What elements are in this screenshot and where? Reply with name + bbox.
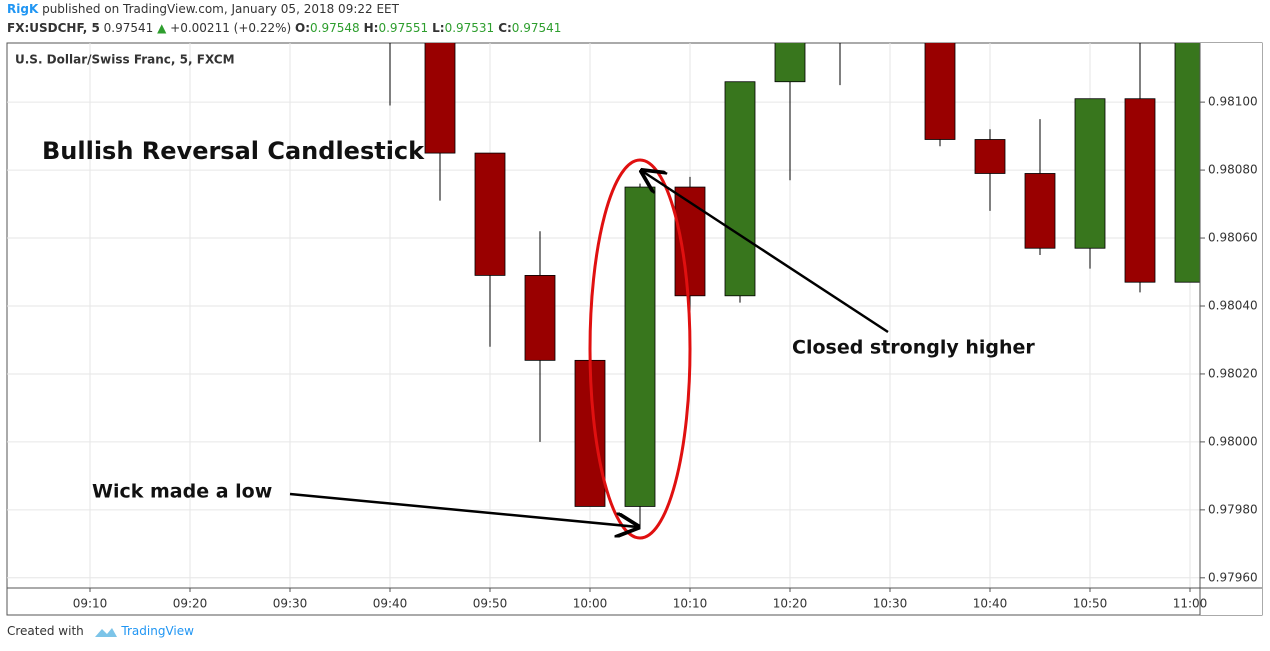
footer-text: Created with xyxy=(7,624,84,638)
y-tick-label: 0.97960 xyxy=(1208,570,1258,584)
candle-body xyxy=(825,0,855,17)
candle-body xyxy=(774,43,806,83)
x-tick-label: 10:10 xyxy=(673,597,708,611)
ohlc: O:0.97548 H:0.97551 L:0.97531 C:0.97541 xyxy=(295,21,565,35)
y-tick-label: 0.98100 xyxy=(1208,95,1258,109)
x-tick-label: 10:40 xyxy=(973,597,1008,611)
x-tick-label: 09:50 xyxy=(473,597,508,611)
candle-body xyxy=(1074,98,1106,249)
candle-body xyxy=(424,43,456,154)
y-tick-label: 0.98060 xyxy=(1208,231,1258,245)
published: published on TradingView.com, January 05… xyxy=(42,2,399,16)
x-tick-label: 09:30 xyxy=(273,597,308,611)
ohlc-value: 0.97531 xyxy=(444,21,495,35)
y-tick-label: 0.98000 xyxy=(1208,434,1258,448)
ohlc-label: O: xyxy=(295,21,311,35)
x-tick-label: 10:00 xyxy=(573,597,608,611)
annotation: Bullish Reversal Candlestick xyxy=(42,137,425,165)
candle-body xyxy=(1024,173,1056,249)
annotation: Closed strongly higher xyxy=(792,337,1035,359)
candle-body xyxy=(924,43,956,140)
ohlc-label: C: xyxy=(498,21,512,35)
last-price: 0.97541 xyxy=(103,21,154,35)
quote-line: FX:USDCHF, 5 0.97541 ▲ +0.00211 (+0.22%)… xyxy=(7,21,565,35)
x-tick-label: 10:50 xyxy=(1073,597,1108,611)
x-tick-label: 09:10 xyxy=(73,597,108,611)
x-tick-label: 10:20 xyxy=(773,597,808,611)
x-tick-label: 09:40 xyxy=(373,597,408,611)
ohlc-label: H: xyxy=(363,21,379,35)
candle-body xyxy=(524,275,556,361)
candle-body xyxy=(724,81,756,297)
footer: Created with TradingView xyxy=(7,624,194,639)
change: +0.00211 (+0.22%) xyxy=(170,21,292,35)
header-line: RigK published on TradingView.com, Janua… xyxy=(7,2,399,16)
axes: 0.97960 0.97980 0.98000 0.98020 0.98040 0.980… xyxy=(73,95,1258,611)
ohlc-label: L: xyxy=(432,21,445,35)
author: RigK xyxy=(7,2,39,16)
arrow xyxy=(642,171,889,334)
ohlc-value: 0.97541 xyxy=(511,21,562,35)
y-tick-label: 0.97980 xyxy=(1208,502,1258,516)
symbol: FX:USDCHF, 5 xyxy=(7,21,100,35)
up-arrow: ▲ xyxy=(157,21,167,35)
candle-body xyxy=(624,186,656,507)
y-tick-label: 0.98080 xyxy=(1208,163,1258,177)
y-tick-label: 0.98040 xyxy=(1208,298,1258,312)
x-tick-label: 10:30 xyxy=(873,597,908,611)
plot xyxy=(389,0,1200,527)
candle-body xyxy=(474,152,506,276)
y-tick-label: 0.98020 xyxy=(1208,366,1258,380)
legend: U.S. Dollar/Swiss Franc, 5, FXCM xyxy=(15,53,235,67)
chart: 0.97960 0.97980 0.98000 0.98020 0.98040 0.980… xyxy=(6,0,1263,616)
candle-body xyxy=(974,139,1006,174)
ohlc-value: 0.97548 xyxy=(310,21,360,35)
brand[interactable]: TradingView xyxy=(121,624,194,638)
logo xyxy=(94,627,117,637)
candle-body xyxy=(1174,43,1200,283)
price-axis-bg xyxy=(1200,43,1262,615)
arrow xyxy=(289,492,638,527)
x-tick-label: 11:00 xyxy=(1173,597,1208,611)
annotation: Wick made a low xyxy=(92,481,272,503)
candle-body xyxy=(1124,98,1156,283)
ohlc-value: 0.97551 xyxy=(378,21,429,35)
x-tick-label: 09:20 xyxy=(173,597,208,611)
